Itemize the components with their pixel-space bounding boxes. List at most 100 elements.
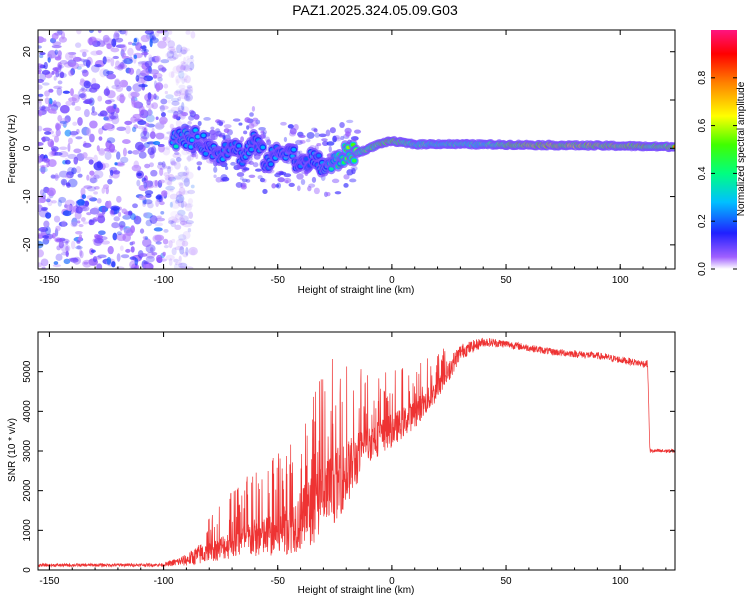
- ridge-halo-cell: [274, 173, 281, 178]
- noise-cell: [86, 127, 92, 137]
- noise-cell: [164, 30, 169, 38]
- noise-cell: [106, 105, 116, 113]
- noise-cell: [175, 238, 186, 248]
- noise-cell: [167, 99, 171, 104]
- noise-cell: [64, 115, 71, 123]
- noise-cell: [187, 189, 196, 195]
- noise-cell: [93, 191, 98, 195]
- noise-cell: [165, 53, 169, 58]
- noise-cell: [174, 224, 182, 231]
- noise-cell: [181, 106, 190, 114]
- noise-cell: [174, 213, 184, 220]
- noise-cell: [47, 159, 57, 168]
- noise-cell: [179, 217, 186, 226]
- noise-cell: [65, 245, 69, 252]
- noise-cell: [124, 120, 133, 125]
- noise-cell: [53, 135, 59, 143]
- noise-cell: [80, 187, 86, 197]
- noise-cell: [170, 106, 181, 113]
- noise-cell: [160, 112, 166, 118]
- noise-cell: [141, 48, 149, 53]
- noise-cell: [84, 98, 93, 104]
- noise-cell: [99, 68, 108, 78]
- noise-cell: [135, 74, 140, 82]
- noise-cell: [105, 86, 109, 95]
- noise-cell: [99, 110, 108, 117]
- noise-cell: [70, 221, 78, 228]
- noise-cell: [119, 61, 125, 69]
- noise-cell: [121, 59, 128, 65]
- noise-cell: [106, 116, 111, 121]
- ridge-halo-cell: [331, 178, 340, 184]
- noise-cell: [115, 107, 120, 114]
- noise-cell: [190, 184, 195, 189]
- ridge-core-cell: [291, 147, 296, 152]
- noise-cell: [129, 256, 137, 260]
- x-tick-label: -50: [271, 275, 286, 286]
- noise-cell: [38, 106, 46, 111]
- noise-cell: [170, 97, 180, 103]
- noise-cell: [88, 30, 94, 34]
- ridge-halo-cell: [218, 121, 224, 127]
- noise-cell: [184, 89, 189, 97]
- noise-cell: [147, 92, 152, 101]
- noise-cell: [180, 61, 186, 66]
- colorbar-tick-label: 0.6: [697, 118, 708, 132]
- ridge-halo-cell: [191, 153, 197, 158]
- noise-cell: [187, 198, 194, 205]
- noise-cell: [52, 264, 61, 268]
- noise-cell: [55, 70, 60, 78]
- noise-cell: [69, 88, 74, 96]
- ridge-halo-cell: [177, 110, 183, 115]
- noise-cell: [38, 93, 44, 97]
- ridge-halo-cell: [213, 166, 218, 173]
- noise-cell: [51, 44, 62, 49]
- x-tick-label: -100: [154, 275, 174, 286]
- ridge-halo-cell: [340, 135, 345, 141]
- noise-cell: [166, 180, 173, 186]
- noise-cell: [184, 75, 191, 84]
- noise-cell: [97, 95, 103, 102]
- noise-cell: [103, 88, 111, 97]
- noise-cell: [103, 184, 110, 190]
- ridge-halo-cell: [251, 105, 256, 112]
- ridge-halo-cell: [258, 126, 266, 131]
- noise-cell: [38, 125, 43, 132]
- noise-cell: [122, 214, 132, 220]
- noise-cell: [182, 171, 189, 177]
- noise-cell: [115, 33, 120, 38]
- noise-cell: [110, 47, 120, 53]
- noise-cell: [78, 93, 86, 99]
- noise-cell: [107, 200, 112, 209]
- noise-cell: [185, 220, 194, 225]
- noise-cell: [143, 261, 149, 265]
- noise-cell: [44, 97, 50, 105]
- noise-cell: [114, 78, 121, 86]
- noise-cell: [178, 256, 183, 264]
- x-tick-label: 0: [389, 576, 395, 587]
- noise-cell: [38, 78, 45, 83]
- noise-cell: [42, 158, 50, 163]
- ridge-halo-cell: [354, 129, 362, 134]
- noise-cell: [110, 57, 115, 67]
- noise-cell: [67, 178, 78, 188]
- noise-cell: [182, 251, 189, 258]
- noise-cell: [168, 71, 176, 78]
- ridge-halo-cell: [223, 124, 232, 129]
- noise-cell: [169, 188, 174, 193]
- noise-cell: [134, 257, 139, 266]
- noise-cell: [83, 261, 89, 265]
- noise-cell: [149, 131, 156, 139]
- noise-cell: [123, 58, 133, 65]
- noise-cell: [159, 104, 165, 113]
- noise-cell: [139, 228, 145, 234]
- noise-cell: [103, 116, 109, 121]
- noise-cell: [178, 255, 182, 262]
- noise-cell: [115, 84, 124, 93]
- noise-cell: [184, 203, 193, 212]
- noise-cell: [86, 185, 97, 192]
- noise-cell: [74, 106, 82, 112]
- noise-cell: [155, 116, 159, 120]
- noise-cell: [59, 146, 68, 150]
- noise-cell: [170, 200, 181, 209]
